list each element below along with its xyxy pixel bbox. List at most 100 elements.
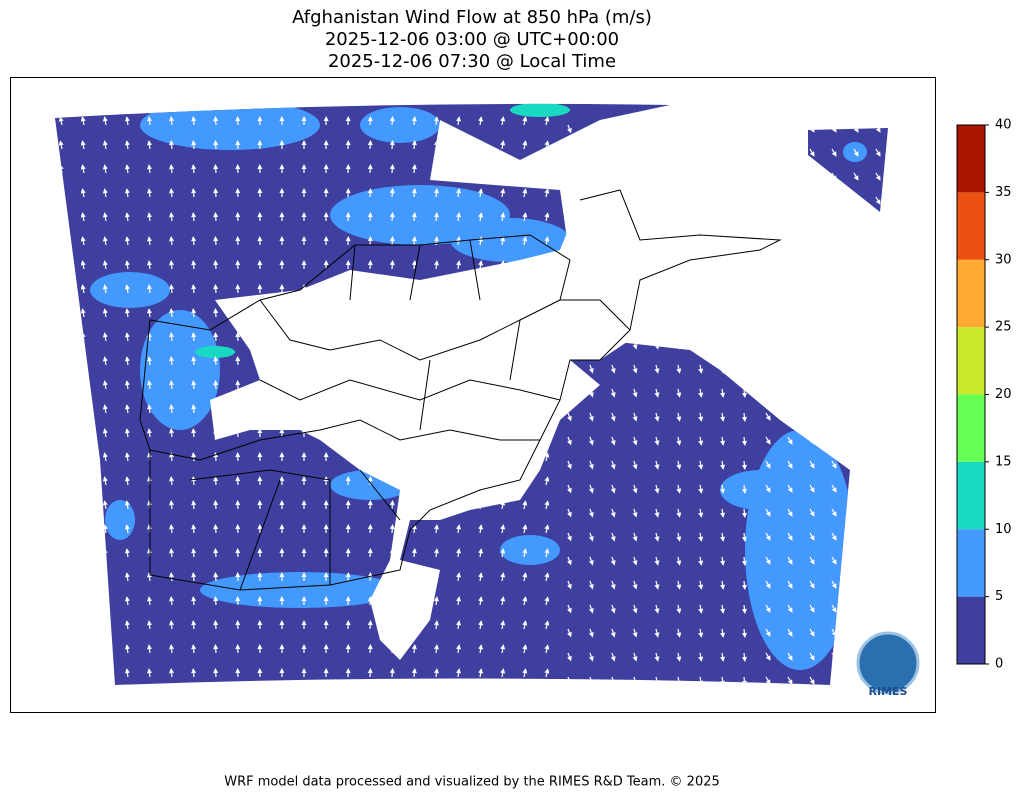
- arrow-head: [279, 116, 285, 122]
- arrow-head: [522, 572, 528, 578]
- arrow-head: [567, 463, 572, 470]
- arrow-head: [610, 560, 616, 566]
- arrow-head: [544, 500, 550, 506]
- arrow-head: [478, 188, 484, 194]
- arrow-head: [102, 428, 108, 434]
- arrow-shaft: [457, 264, 460, 270]
- arrow-head: [146, 188, 152, 194]
- arrow-shaft: [479, 192, 482, 198]
- arrow-head: [809, 631, 815, 637]
- arrow-shaft: [457, 192, 460, 198]
- arrow-shaft: [699, 604, 702, 610]
- arrow-shaft: [787, 532, 791, 537]
- arrow-head: [831, 487, 837, 493]
- arrow-shaft: [148, 216, 151, 222]
- arrow-head: [567, 439, 572, 446]
- arrow-shaft: [126, 120, 129, 126]
- arrow-head: [124, 380, 130, 386]
- arrow-shaft: [126, 360, 129, 366]
- arrow-head: [567, 583, 572, 590]
- arrow-shaft: [567, 460, 570, 465]
- arrow-head: [654, 632, 660, 638]
- arrow-shaft: [545, 192, 548, 198]
- arrow-head: [456, 620, 462, 626]
- arrow-head: [367, 548, 373, 554]
- arrow-head: [235, 596, 241, 602]
- arrow-head: [720, 560, 726, 566]
- colorbar-tick-label: 20: [995, 387, 1012, 402]
- arrow-head: [279, 548, 285, 554]
- arrow-shaft: [809, 148, 813, 153]
- arrow-head: [588, 415, 594, 422]
- arrow-head: [765, 439, 771, 445]
- arrow-head: [654, 464, 660, 470]
- arrow-head: [301, 236, 307, 242]
- arrow-head: [279, 260, 285, 266]
- arrow-head: [433, 524, 439, 530]
- arrow-head: [741, 440, 747, 446]
- arrow-shaft: [457, 648, 460, 654]
- arrow-shaft: [126, 168, 129, 174]
- arrow-head: [279, 572, 285, 578]
- arrow-head: [676, 560, 682, 566]
- arrow-head: [124, 404, 130, 410]
- arrow-head: [146, 524, 152, 530]
- arrow-head: [809, 559, 815, 565]
- arrow-head: [124, 668, 130, 674]
- logo: RIMES: [856, 631, 920, 698]
- arrow-head: [389, 236, 395, 242]
- arrow-head: [213, 524, 219, 530]
- arrow-head: [698, 488, 704, 494]
- arrow-head: [632, 416, 638, 422]
- arrow-head: [102, 476, 108, 482]
- arrow-head: [610, 632, 616, 638]
- arrow-shaft: [721, 556, 724, 562]
- arrow-head: [500, 620, 506, 626]
- arrow-shaft: [126, 456, 129, 462]
- arrow-head: [235, 332, 241, 338]
- arrow-shaft: [567, 532, 570, 537]
- arrow-head: [765, 631, 771, 637]
- arrow-head: [741, 392, 747, 398]
- arrow-head: [787, 607, 793, 613]
- arrow-head: [124, 476, 130, 482]
- arrow-shaft: [148, 264, 151, 270]
- arrow-head: [257, 596, 263, 602]
- arrow-shaft: [611, 628, 614, 634]
- arrow-head: [610, 368, 616, 374]
- arrow-head: [323, 524, 329, 530]
- arrow-shaft: [787, 460, 791, 465]
- arrow-head: [257, 524, 263, 530]
- arrow-shaft: [677, 652, 680, 658]
- arrow-head: [124, 260, 130, 266]
- arrow-head: [257, 116, 263, 122]
- arrow-head: [610, 656, 616, 662]
- arrow-head: [301, 500, 307, 506]
- arrow-head: [213, 668, 219, 674]
- arrow-shaft: [589, 652, 592, 657]
- arrow-shaft: [545, 672, 548, 678]
- arrow-head: [632, 488, 638, 494]
- arrow-head: [456, 572, 462, 578]
- arrow-head: [588, 607, 594, 614]
- arrow-head: [279, 644, 285, 650]
- arrow-head: [389, 140, 395, 146]
- arrow-head: [411, 668, 417, 674]
- arrow-shaft: [831, 556, 835, 561]
- arrow-shaft: [633, 652, 636, 658]
- arrow-head: [809, 655, 815, 661]
- arrow-head: [169, 188, 175, 194]
- arrow-head: [389, 212, 395, 218]
- arrow-head: [500, 140, 506, 146]
- arrow-head: [301, 548, 307, 554]
- arrow-head: [213, 308, 219, 314]
- arrow-head: [389, 500, 395, 506]
- arrow-head: [544, 140, 550, 146]
- arrow-shaft: [523, 528, 526, 534]
- arrow-head: [787, 559, 793, 565]
- arrow-head: [279, 428, 285, 434]
- arrow-head: [257, 260, 263, 266]
- arrow-shaft: [611, 436, 614, 442]
- arrow-head: [765, 415, 771, 421]
- arrow-head: [831, 583, 837, 589]
